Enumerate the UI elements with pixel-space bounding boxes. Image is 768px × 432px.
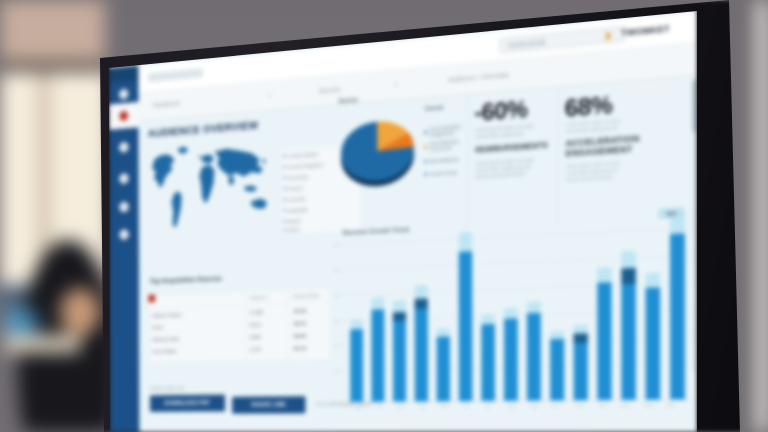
svg-text:2019: 2019 xyxy=(621,403,631,408)
svg-text:12,450: 12,450 xyxy=(250,309,264,315)
svg-text:2021: 2021 xyxy=(666,403,676,408)
svg-text:Jun: Jun xyxy=(463,404,469,409)
svg-text:30: 30 xyxy=(334,293,338,298)
svg-text:42.9: 42.9 xyxy=(667,211,676,216)
svg-text:25: 25 xyxy=(334,318,338,323)
svg-text:>: > xyxy=(394,82,398,89)
svg-text:Direct: Direct xyxy=(152,325,164,331)
svg-text:Apr: Apr xyxy=(419,404,426,409)
svg-text:55.0%: 55.0% xyxy=(294,333,307,339)
svg-text:Nov: Nov xyxy=(576,403,584,408)
svg-text:Other: Other xyxy=(288,227,301,234)
svg-text:Jul: Jul xyxy=(485,404,490,409)
svg-text:Organic Search: Organic Search xyxy=(152,312,182,318)
svg-text:Sep: Sep xyxy=(530,404,537,409)
svg-text:Brazil: Brazil xyxy=(288,218,301,225)
svg-text:10: 10 xyxy=(334,400,338,405)
svg-text:29.7%: 29.7% xyxy=(294,346,307,352)
svg-text:68%: 68% xyxy=(565,92,613,122)
svg-text:Referral Traffic: Referral Traffic xyxy=(152,336,180,342)
svg-text:38.1%: 38.1% xyxy=(294,321,307,327)
svg-text:42.3%: 42.3% xyxy=(294,308,307,314)
svg-text:Aug: Aug xyxy=(508,404,515,409)
svg-text:DOWNLOAD PDF: DOWNLOAD PDF xyxy=(164,400,210,407)
svg-text:2020: 2020 xyxy=(644,403,654,408)
svg-text:Bounce Rate: Bounce Rate xyxy=(293,293,319,300)
svg-text:-60%: -60% xyxy=(474,97,527,127)
svg-text:Sessions: Sessions xyxy=(250,295,267,301)
svg-text:20: 20 xyxy=(334,344,338,349)
svg-text:3,120: 3,120 xyxy=(250,347,262,353)
svg-text:SHARE LINK: SHARE LINK xyxy=(251,402,286,409)
svg-text:>: > xyxy=(268,93,271,100)
svg-text:35: 35 xyxy=(334,268,338,273)
svg-text:15: 15 xyxy=(334,369,338,374)
svg-text:View full analytics report: View full analytics report xyxy=(316,401,373,408)
svg-text:Export report as:: Export report as: xyxy=(150,385,185,392)
svg-text:5,640: 5,640 xyxy=(250,334,262,340)
svg-text:8,210: 8,210 xyxy=(250,322,262,328)
svg-text:Dec: Dec xyxy=(599,403,607,408)
svg-text:40: 40 xyxy=(334,243,338,248)
svg-text:Mar: Mar xyxy=(397,405,405,410)
svg-text:Oct: Oct xyxy=(552,404,558,409)
svg-text:Jan: Jan xyxy=(355,405,361,410)
svg-text:May: May xyxy=(441,404,449,409)
svg-text:Feb: Feb xyxy=(376,405,383,410)
svg-text:Social Media: Social Media xyxy=(152,348,177,354)
